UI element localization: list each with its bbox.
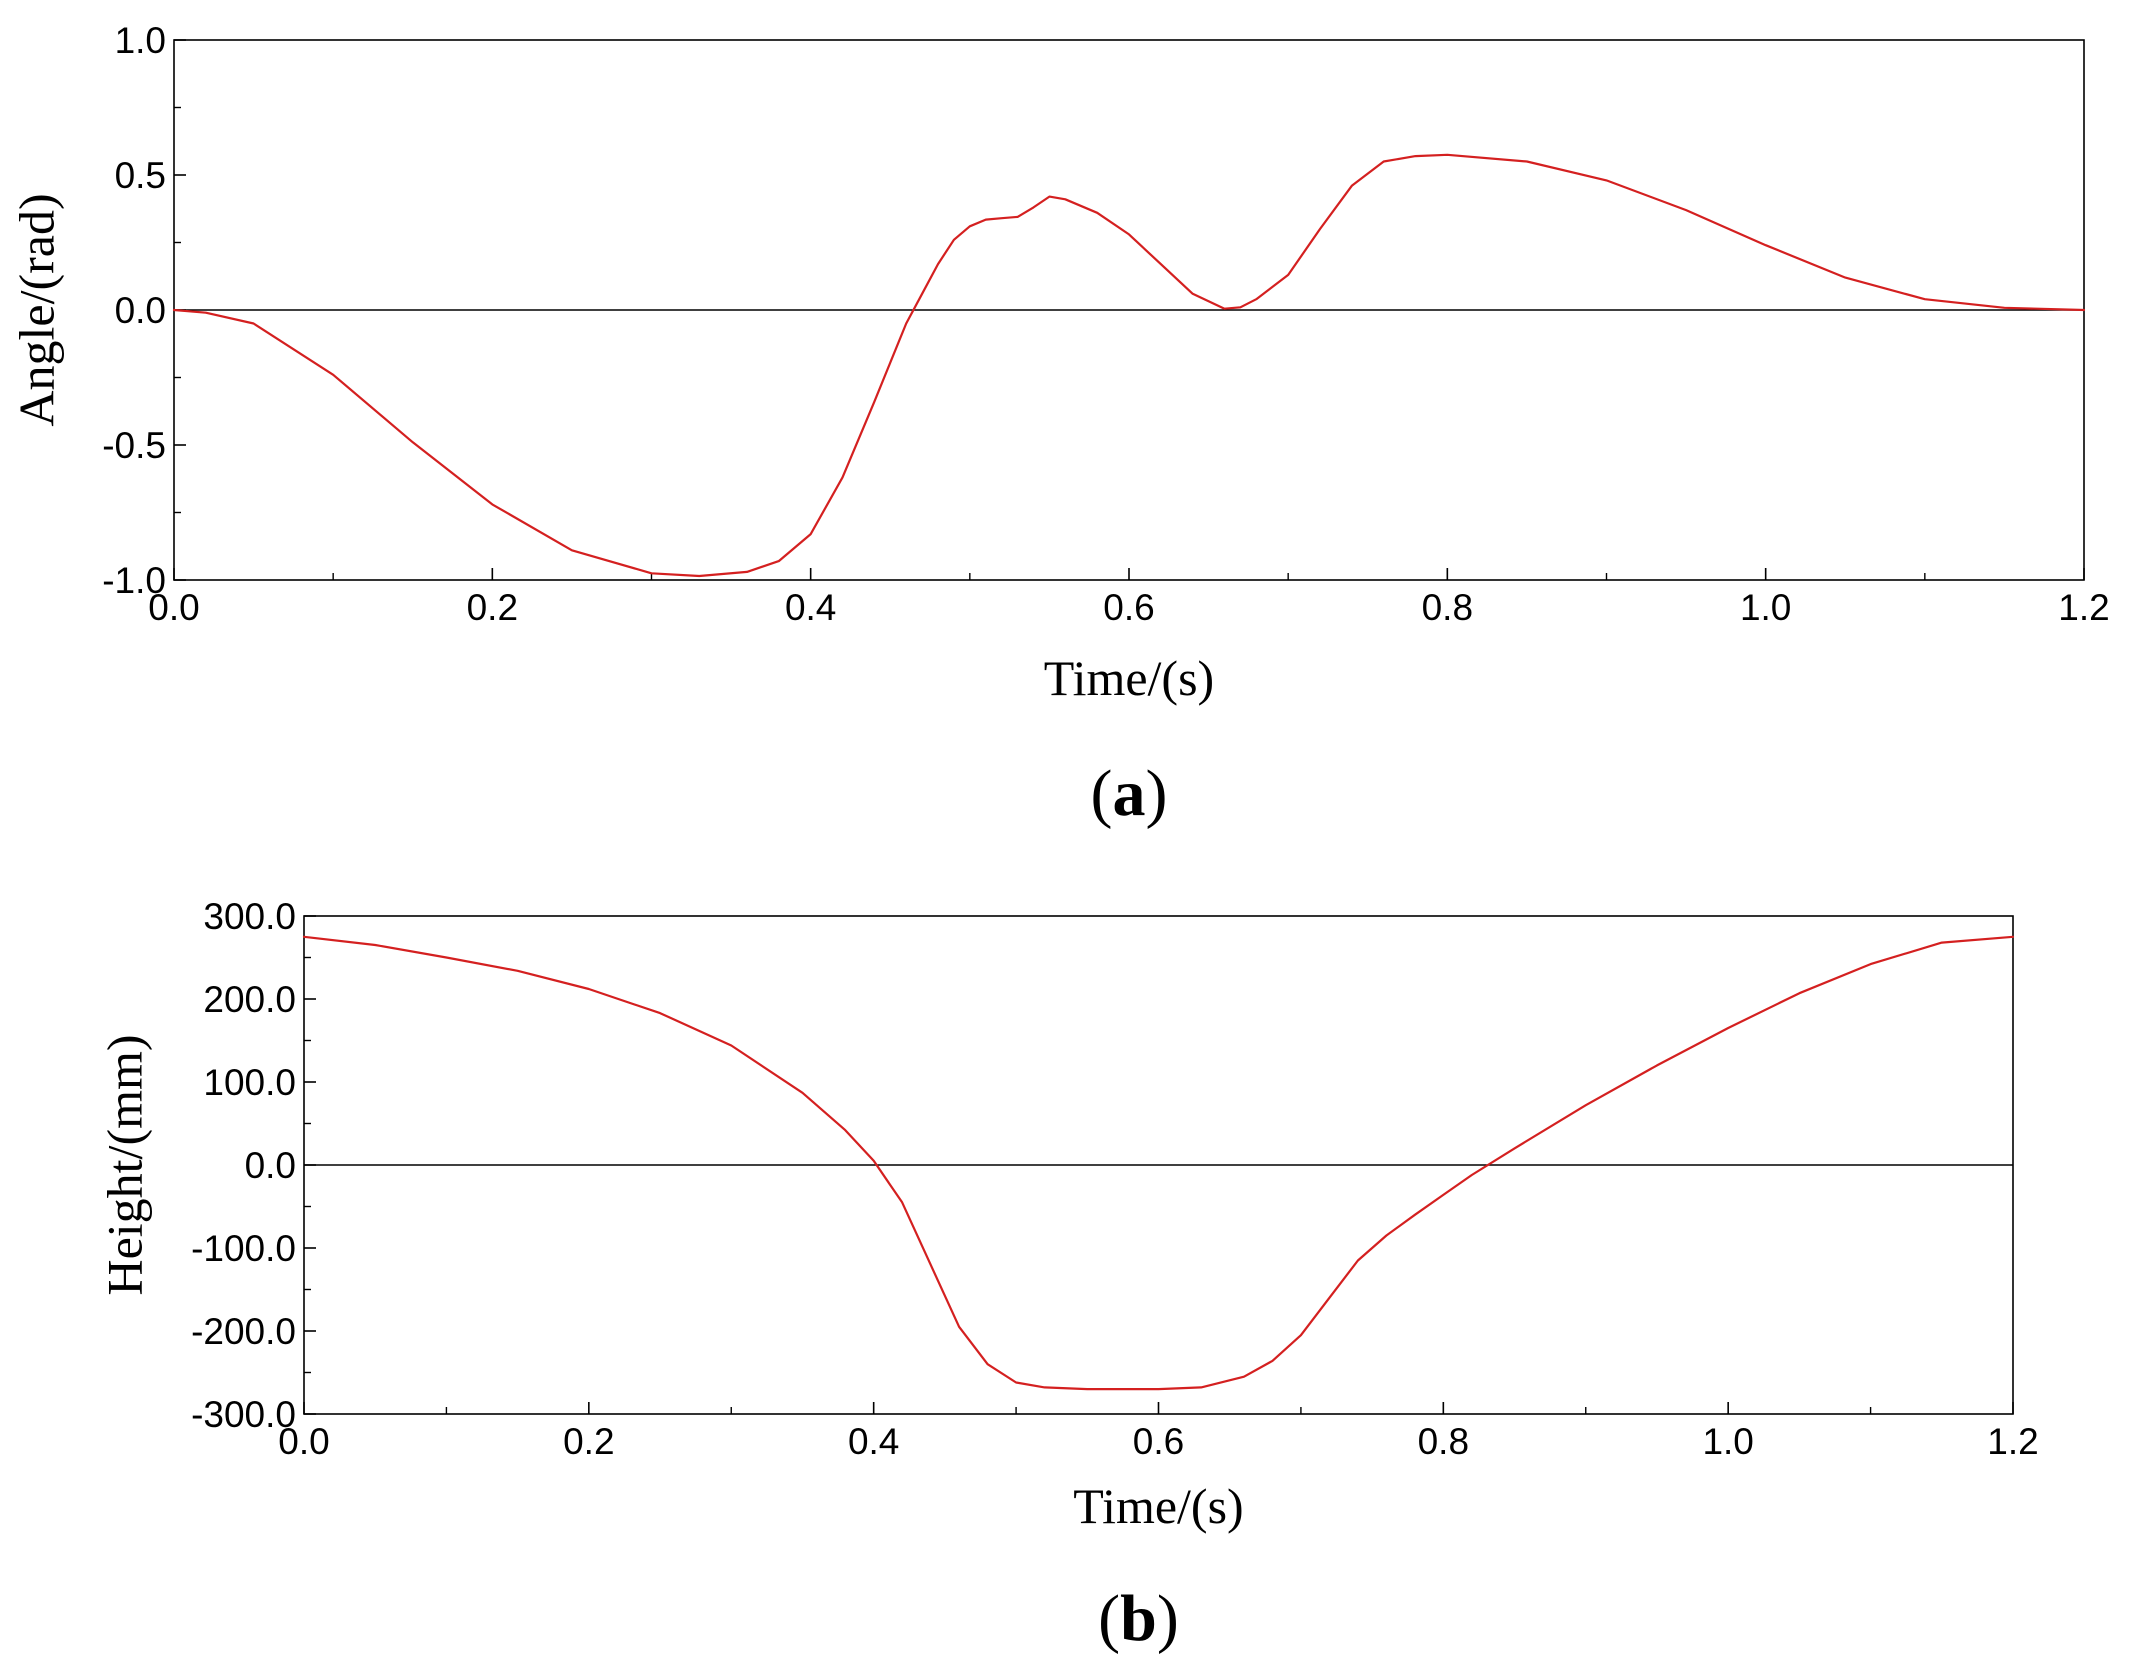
chart-b-y-tick-label: 100.0 xyxy=(203,1062,296,1103)
chart-a-y-tick-label: 0.5 xyxy=(115,155,166,196)
chart-a-y-tick-label: -1.0 xyxy=(102,560,166,601)
chart-a-y-axis-label: Angle/(rad) xyxy=(8,193,64,426)
chart-b-y-tick-label: 300.0 xyxy=(203,896,296,937)
chart-a-x-tick-label: 0.2 xyxy=(467,587,518,628)
chart-a-x-tick-label: 1.2 xyxy=(2058,587,2109,628)
chart-a-x-tick-label: 0.8 xyxy=(1422,587,1473,628)
chart-b-y-axis-label: Height/(mm) xyxy=(96,1034,152,1295)
chart-a-y-tick-label: 0.0 xyxy=(115,290,166,331)
chart-a-panel-label: (a) xyxy=(1091,757,1168,830)
chart-panel-a: 0.0 0.2 0.4 0.6 0.8 1.0 1.2 1.0 0.5 0.0 -0.5 -1.0 Ti… xyxy=(8,20,2109,830)
chart-b-x-tick-label: 0.4 xyxy=(848,1421,899,1462)
chart-b-x-tick-label: 1.0 xyxy=(1702,1421,1753,1462)
chart-b-panel-label: (b) xyxy=(1098,1582,1179,1655)
chart-a-x-tick-label: 0.0 xyxy=(148,587,199,628)
chart-a-y-tick-label: -0.5 xyxy=(102,425,166,466)
chart-b-y-tick-label: 0.0 xyxy=(245,1145,296,1186)
chart-panel-b: 0.0 0.2 0.4 0.6 0.8 1.0 1.2300.0200.0100.00.0-… xyxy=(96,896,2038,1655)
chart-a-x-tick-label: 1.0 xyxy=(1740,587,1791,628)
chart-b-x-tick-label: 0.6 xyxy=(1133,1421,1184,1462)
chart-a-x-tick-label: 0.6 xyxy=(1103,587,1154,628)
chart-b-x-tick-label: 1.2 xyxy=(1987,1421,2038,1462)
chart-b-series-line xyxy=(302,935,2015,1391)
chart-b-x-tick-label: 0.0 xyxy=(278,1421,329,1462)
chart-a-x-axis-label: Time/(s) xyxy=(1044,650,1214,706)
chart-a-y-tick-label: 1.0 xyxy=(115,20,166,61)
chart-b-y-tick-label: 200.0 xyxy=(203,979,296,1020)
chart-b-y-tick-label: -200.0 xyxy=(191,1311,296,1352)
chart-b-x-tick-label: 0.2 xyxy=(563,1421,614,1462)
chart-b-x-axis-label: Time/(s) xyxy=(1073,1478,1243,1534)
chart-b-x-tick-label: 0.8 xyxy=(1418,1421,1469,1462)
chart-a-series-line xyxy=(172,153,2086,578)
chart-a-x-tick-label: 0.4 xyxy=(785,587,836,628)
chart-b-y-tick-label: -300.0 xyxy=(191,1394,296,1435)
chart-b-y-tick-label: -100.0 xyxy=(191,1228,296,1269)
